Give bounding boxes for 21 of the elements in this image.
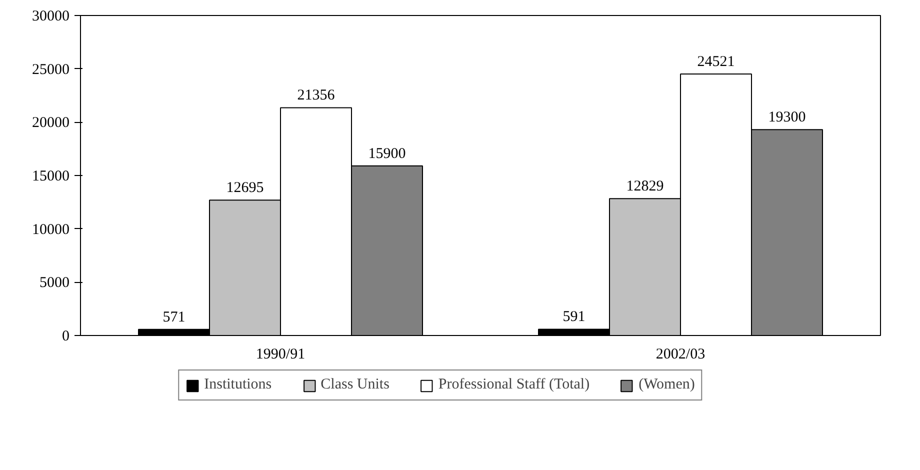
- y-tick-label: 15000: [32, 168, 70, 184]
- legend-label: (Women): [638, 376, 695, 394]
- data-label: 12695: [226, 180, 264, 196]
- data-label: 591: [562, 309, 586, 326]
- y-tick-label: 20000: [32, 115, 70, 132]
- y-tick-label: 5000: [40, 275, 70, 292]
- y-tick-label: 10000: [32, 222, 70, 238]
- legend-label: Institutions: [204, 376, 272, 394]
- data-label: 15900: [368, 146, 406, 162]
- x-tick-label: 1990/91: [256, 346, 306, 362]
- data-label: 19300: [768, 110, 806, 126]
- data-label: 12829: [626, 178, 664, 195]
- legend-label: Class Units: [320, 376, 390, 394]
- y-tick-label: 0: [62, 328, 70, 344]
- y-tick-label: 30000: [32, 8, 70, 24]
- data-label: 571: [162, 309, 186, 326]
- data-label: 24521: [697, 54, 735, 70]
- x-tick-label: 2002/03: [656, 346, 706, 362]
- legend-label: Professional Staff (Total): [438, 376, 590, 394]
- y-tick-label: 25000: [32, 62, 70, 78]
- data-label: 21356: [297, 88, 336, 104]
